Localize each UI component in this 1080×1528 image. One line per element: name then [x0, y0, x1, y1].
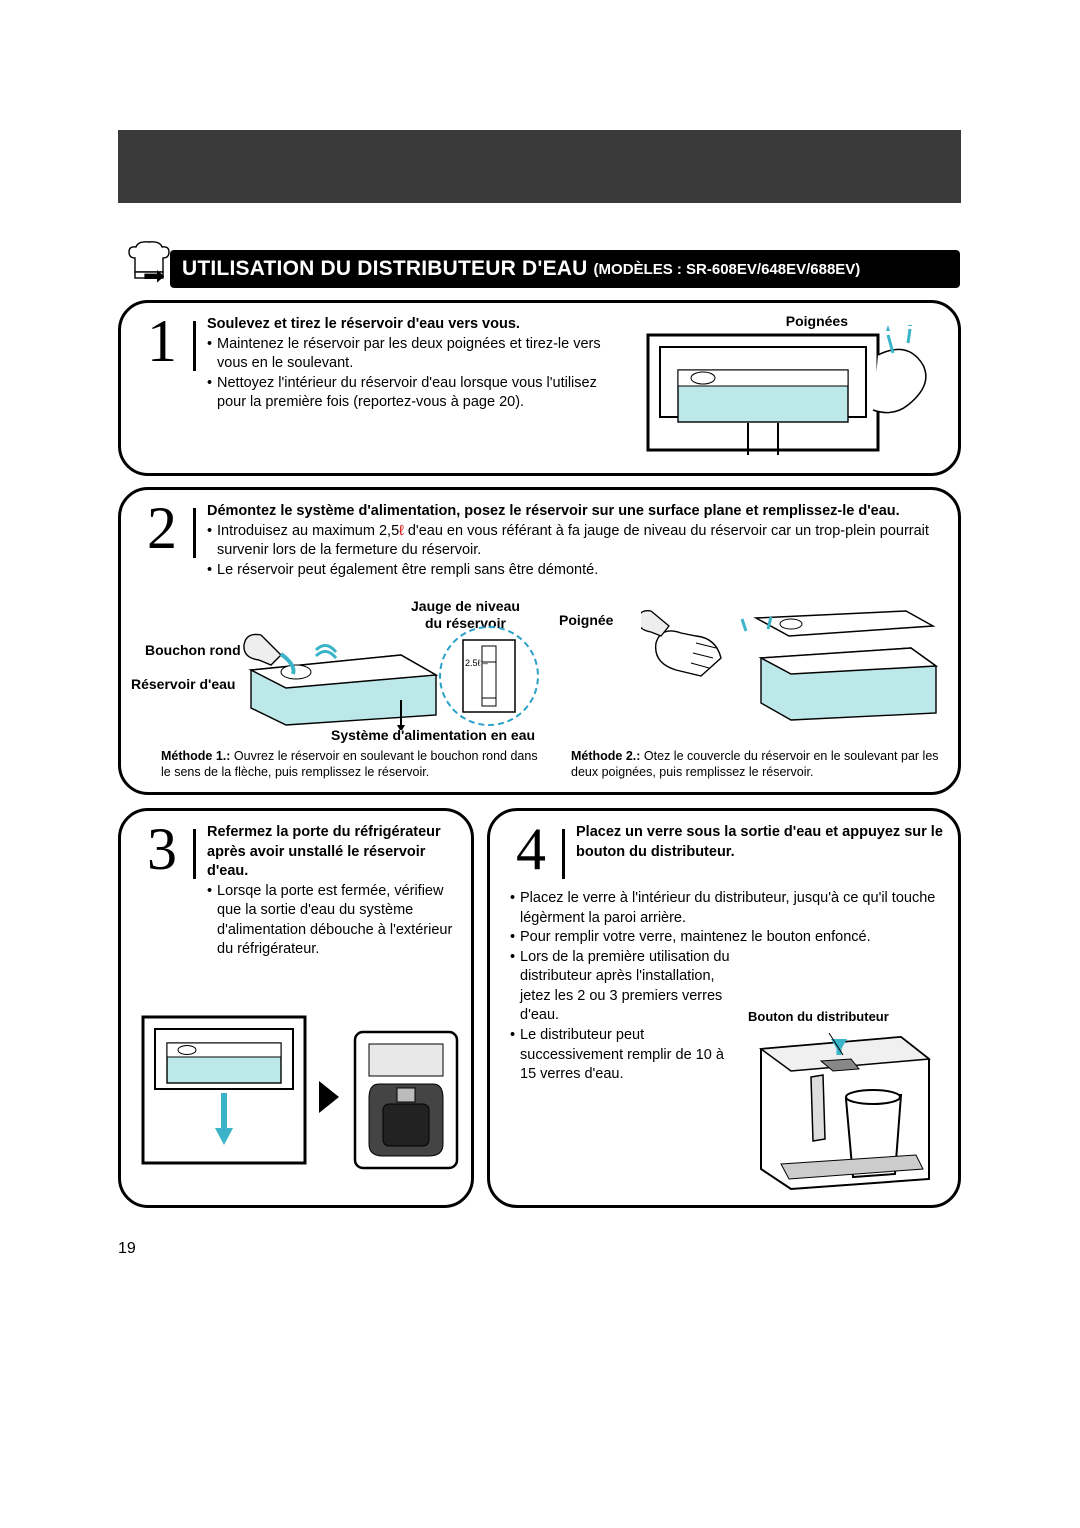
step-4-heading: Placez un verre sous la sortie d'eau et … [576, 823, 951, 862]
step-4-content: Placez un verre sous la sortie d'eau et … [576, 823, 951, 862]
label-bouchon: Bouchon rond [145, 642, 241, 658]
step-3-b1: Lorsqe la porte est fermée, vérifiew que… [217, 882, 462, 960]
step-3-number: 3 [133, 819, 191, 879]
manual-page: UTILISATION DU DISTRIBUTEUR D'EAU (MODÈL… [0, 0, 1080, 1528]
chef-hat-icon [125, 240, 173, 292]
step-2-b1: Introduisez au maximum 2,5ℓ d'eau en vou… [217, 522, 937, 561]
label-reservoir: Réservoir d'eau [131, 676, 236, 692]
page-number: 19 [118, 1240, 136, 1258]
step-1-heading: Soulevez et tirez le réservoir d'eau ver… [207, 315, 627, 335]
step-2-box: 2 Démontez le système d'alimentation, po… [118, 487, 961, 795]
label-bouton: Bouton du distributeur [748, 1009, 889, 1024]
divider [193, 829, 196, 879]
step-1-box: 1 Soulevez et tirez le réservoir d'eau v… [118, 300, 961, 476]
step-3-heading: Refermez la porte du réfrigérateur après… [207, 823, 462, 882]
step-2-heading: Démontez le système d'alimentation, pose… [207, 502, 937, 522]
step-3-fridge-illustration [139, 1013, 309, 1168]
step-4-b3: Lors de la première utilisation du distr… [520, 948, 730, 1026]
step-4-b4: Le distributeur peut successivement remp… [520, 1026, 730, 1085]
gauge-mark: 2.5ℓ – [465, 658, 488, 668]
step-2-content: Démontez le système d'alimentation, pose… [207, 502, 937, 580]
step-4-b2: Pour remplir votre verre, maintenez le b… [520, 928, 871, 948]
step-4-box: 4 Placez un verre sous la sortie d'eau e… [487, 808, 961, 1208]
step-2-number: 2 [133, 498, 191, 558]
step-1-b2: Nettoyez l'intérieur du réservoir d'eau … [217, 374, 627, 413]
label-poignee: Poignée [559, 612, 613, 628]
step-1-number: 1 [133, 311, 191, 371]
title-models: (MODÈLES : SR-608EV/648EV/688EV) [594, 261, 861, 278]
step-3-content: Refermez la porte du réfrigérateur après… [207, 823, 462, 960]
step-4-b1: Placez le verre à l'intérieur du distrib… [520, 889, 950, 928]
step-1-illustration [638, 325, 938, 465]
label-jauge: Jauge de niveaudu réservoir [411, 598, 520, 632]
divider [193, 508, 196, 558]
reservoir-left-illustration [241, 630, 451, 730]
divider [562, 829, 565, 879]
step-4-illustration [751, 1029, 936, 1194]
arrow-icon [319, 1081, 339, 1113]
step-3-box: 3 Refermez la porte du réfrigérateur apr… [118, 808, 474, 1208]
method-1: Méthode 1.: Ouvrez le réservoir en soule… [161, 748, 541, 781]
step-1-b1: Maintenez le réservoir par les deux poig… [217, 335, 627, 374]
title-bar: UTILISATION DU DISTRIBUTEUR D'EAU (MODÈL… [170, 250, 960, 288]
reservoir-right-illustration [641, 608, 941, 728]
divider [193, 321, 196, 371]
gauge-detail [458, 638, 520, 716]
title-main: UTILISATION DU DISTRIBUTEUR D'EAU [182, 257, 588, 281]
step-3-dispenser-illustration [349, 1026, 464, 1176]
step-1-content: Soulevez et tirez le réservoir d'eau ver… [207, 315, 627, 413]
step-4-number: 4 [502, 819, 560, 879]
step-2-b2: Le réservoir peut également être rempli … [217, 561, 598, 581]
top-banner [118, 130, 961, 203]
method-2: Méthode 2.: Otez le couvercle du réservo… [571, 748, 941, 781]
